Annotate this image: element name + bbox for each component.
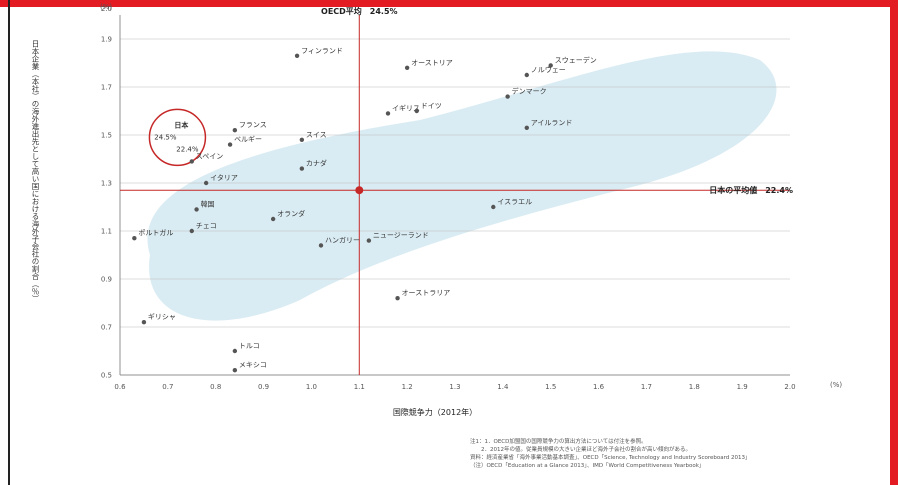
data-point [299, 137, 305, 142]
data-point-label: イスラエル [497, 198, 532, 206]
y-tick-label: 2.0 [101, 5, 112, 13]
x-tick-label: 0.7 [162, 383, 173, 391]
data-point [491, 204, 496, 210]
data-point-label: フィンランド [301, 47, 343, 55]
data-point-label: ベルギー [234, 136, 262, 144]
data-point-label: ドイツ [421, 102, 442, 110]
y-tick-label: 0.9 [101, 276, 112, 284]
japan-circle-label: 日本 [174, 120, 188, 129]
data-point [524, 72, 529, 78]
data-point-label: スイス [306, 131, 327, 139]
data-point-label: ギリシャ [148, 313, 176, 321]
data-point-label: オランダ [277, 209, 305, 218]
data-point [141, 320, 147, 325]
data-point-label: イギリス [392, 104, 420, 112]
data-point [232, 128, 238, 133]
x-tick-label: 1.5 [545, 383, 556, 391]
data-point-label: イタリア [210, 173, 238, 182]
data-point [395, 296, 400, 301]
data-point-label: チェコ [196, 222, 217, 230]
x-tick-label: 0.8 [210, 383, 221, 391]
footnote-line: 注1：1．OECD加盟国の国際競争力の算出方法については付注を参照。 [470, 439, 647, 445]
japan-circle-value: 24.5% [154, 133, 177, 141]
x-tick-label: 0.6 [114, 383, 126, 391]
data-point-label: フランス [239, 121, 267, 129]
data-point [299, 166, 305, 171]
data-point [270, 216, 276, 222]
x-axis-unit: (%) [830, 381, 842, 389]
data-point [227, 142, 233, 147]
x-tick-label: 1.1 [354, 383, 365, 391]
x-tick-label: 1.6 [593, 383, 605, 391]
reference-intersection-dot [355, 186, 364, 195]
data-point-label: カナダ [306, 159, 327, 168]
data-point [505, 94, 510, 99]
y-tick-label: 1.3 [101, 180, 112, 188]
data-point [404, 65, 410, 71]
x-tick-label: 1.3 [449, 383, 460, 391]
x-tick-label: 0.9 [258, 383, 269, 391]
y-tick-label: 0.5 [101, 372, 112, 380]
data-point [189, 228, 194, 234]
data-point-label: ハンガリー [325, 235, 360, 244]
x-tick-label: 1.8 [689, 383, 700, 391]
data-point-label: オーストリア [411, 59, 453, 67]
footnote-line: 2．2012年の値。従業員規模の大きい企業ほど海外子会社の割合が高い傾向がある。 [470, 447, 691, 453]
trend-band [147, 51, 777, 321]
data-point-label: ニュージーランド [373, 232, 429, 240]
x-tick-label: 1.2 [402, 383, 413, 391]
right-accent-bar [890, 0, 898, 485]
data-point-label: ノルウェー [531, 66, 566, 74]
left-margin-rule [8, 0, 10, 485]
footnote-line: （注）OECD「Education at a Glance 2013」、IMD「… [470, 463, 705, 469]
oecd-average-label: OECD平均 24.5% [321, 6, 398, 16]
data-point [294, 53, 300, 58]
data-point-label: オーストラリア [402, 289, 451, 297]
y-axis-unit: (%) [100, 3, 112, 11]
data-point [232, 348, 238, 354]
data-point [385, 111, 391, 116]
japan-highlight-circle [148, 108, 207, 167]
y-tick-label: 1.7 [101, 84, 112, 92]
x-tick-label: 1.0 [306, 383, 317, 391]
data-point [414, 108, 419, 114]
y-tick-label: 1.9 [101, 36, 112, 44]
data-point [548, 63, 553, 68]
x-tick-label: 1.7 [641, 383, 652, 391]
y-tick-label: 0.7 [101, 324, 112, 332]
data-point [318, 243, 324, 248]
data-point-label: ポルトガル [138, 228, 173, 237]
x-tick-label: 1.4 [497, 383, 509, 391]
top-accent-bar [0, 0, 898, 7]
x-tick-label: 1.9 [737, 383, 748, 391]
x-axis-title: 国際競争力（2012年） [393, 407, 477, 417]
data-point-label: デンマーク [512, 87, 547, 96]
data-point-label: トルコ [239, 342, 260, 350]
data-point [524, 125, 529, 130]
data-point-label: スペイン [196, 152, 224, 160]
data-point [366, 238, 372, 243]
data-point [132, 236, 137, 241]
data-point [203, 180, 209, 186]
data-point-label: メキシコ [239, 361, 267, 369]
data-point-label: アイルランド [531, 119, 573, 127]
footnotes: 注1：1．OECD加盟国の国際競争力の算出方法については付注を参照。 2．201… [470, 438, 890, 470]
footnote-line: 資料：経済産業省「海外事業活動基本調査」、OECD「Science, Techn… [470, 455, 751, 461]
data-point [189, 159, 194, 164]
y-tick-label: 1.5 [101, 132, 112, 140]
y-axis-title: 日本企業（本社）の海外進出先として高い国における海外子会社の割合（％） [31, 40, 40, 303]
japan-circle-value: 22.4% [176, 145, 199, 153]
y-axis-title-block: 日本企業（本社）の海外進出先として高い国における海外子会社の割合（％） [30, 40, 82, 435]
data-point-label: スウェーデン [555, 55, 597, 64]
data-point-label: 韓国 [201, 199, 215, 208]
japan-average-label: 日本の平均値 22.4% [709, 185, 793, 195]
x-tick-label: 2.0 [784, 383, 795, 391]
y-tick-label: 1.1 [101, 228, 112, 236]
data-point [232, 368, 238, 373]
data-point [194, 207, 199, 212]
